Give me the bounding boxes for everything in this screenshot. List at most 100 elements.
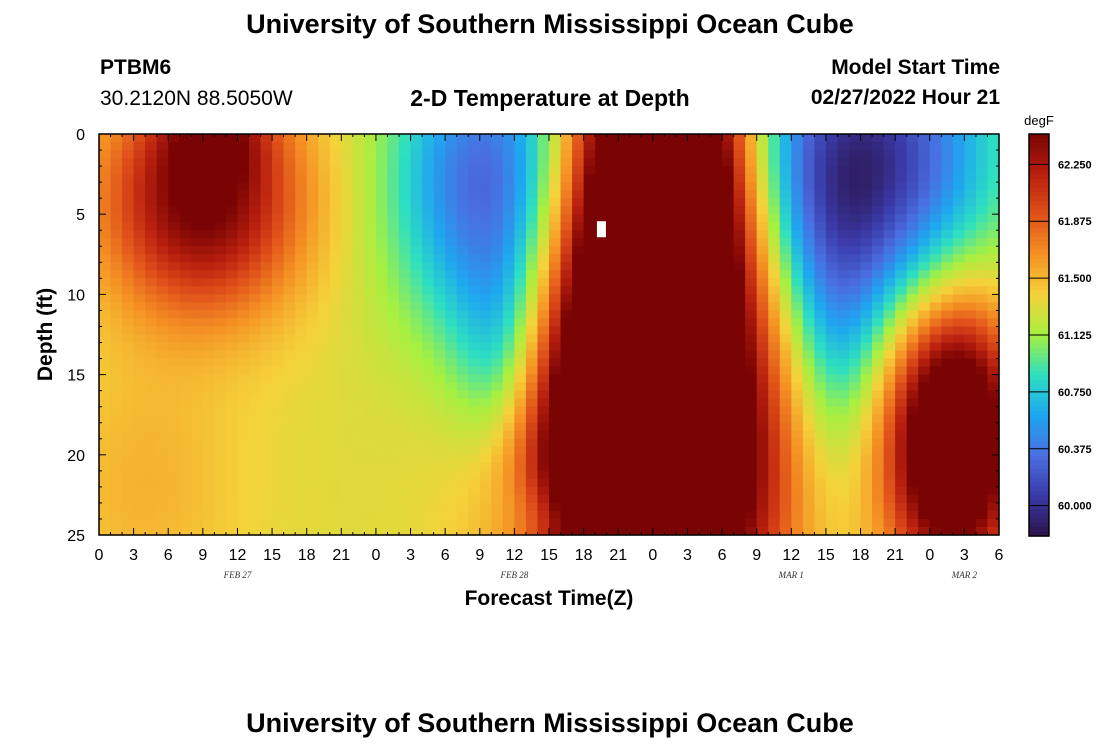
heatmap-cell xyxy=(572,430,585,440)
heatmap-cell xyxy=(99,222,112,231)
heatmap-cell xyxy=(952,294,965,304)
heatmap-cell xyxy=(733,422,746,432)
heatmap-cell xyxy=(629,502,642,512)
heatmap-cell xyxy=(964,526,977,536)
heatmap-cell xyxy=(295,342,308,352)
heatmap-cell xyxy=(595,382,608,392)
heatmap-cell xyxy=(514,142,527,151)
heatmap-cell xyxy=(110,494,123,504)
heatmap-cell xyxy=(595,390,608,400)
heatmap-cell xyxy=(572,318,585,328)
heatmap-cell xyxy=(375,526,389,536)
heatmap-cell xyxy=(295,262,308,271)
heatmap-cell xyxy=(341,238,354,247)
heatmap-cell xyxy=(883,414,896,424)
heatmap-cell xyxy=(964,302,977,312)
heatmap-cell xyxy=(502,430,515,440)
heatmap-cell xyxy=(283,158,296,167)
heatmap-cell xyxy=(872,134,885,143)
heatmap-cell xyxy=(975,230,989,239)
heatmap-cell xyxy=(260,182,273,191)
heatmap-cell xyxy=(214,406,227,416)
heatmap-cell xyxy=(156,326,169,336)
heatmap-cell xyxy=(191,246,204,255)
x-tick-label: 15 xyxy=(540,547,558,564)
heatmap-cell xyxy=(479,270,492,279)
heatmap-cell xyxy=(318,454,331,464)
heatmap-cell xyxy=(502,334,515,344)
heatmap-cell xyxy=(664,222,677,231)
heatmap-cell xyxy=(145,326,158,336)
heatmap-cell xyxy=(849,430,862,440)
heatmap-cell xyxy=(952,238,965,247)
heatmap-cell xyxy=(145,454,158,464)
y-tick-label: 25 xyxy=(67,528,85,545)
heatmap-cell xyxy=(99,150,112,159)
heatmap-cell xyxy=(375,390,389,400)
heatmap-cell xyxy=(825,278,839,287)
heatmap-cell xyxy=(802,334,815,344)
heatmap-cell xyxy=(525,286,539,295)
heatmap-cell xyxy=(975,310,989,320)
heatmap-cell xyxy=(687,286,700,295)
heatmap-cell xyxy=(491,166,504,175)
heatmap-cell xyxy=(410,166,423,175)
heatmap-cell xyxy=(179,254,192,263)
heatmap-cell xyxy=(814,478,827,488)
heatmap-cell xyxy=(583,430,596,440)
heatmap-cell xyxy=(618,478,631,488)
heatmap-cell xyxy=(399,398,412,408)
heatmap-cell xyxy=(537,430,550,440)
heatmap-cell xyxy=(179,326,192,336)
heatmap-cell xyxy=(606,278,619,287)
heatmap-cell xyxy=(537,150,550,159)
heatmap-cell xyxy=(987,430,1000,440)
heatmap-cell xyxy=(202,310,215,320)
colorbar-segment xyxy=(1029,482,1049,488)
heatmap-cell xyxy=(722,406,735,416)
heatmap-cell xyxy=(145,318,158,328)
heatmap-cell xyxy=(410,486,423,496)
heatmap-cell xyxy=(722,166,735,175)
heatmap-cell xyxy=(410,470,423,480)
heatmap-cell xyxy=(387,142,400,151)
colorbar-segment xyxy=(1029,321,1049,327)
heatmap-cell xyxy=(975,246,989,255)
heatmap-cell xyxy=(502,206,515,215)
heatmap-cell xyxy=(145,230,158,239)
heatmap-cell xyxy=(399,214,412,223)
heatmap-cell xyxy=(168,286,181,295)
heatmap-cell xyxy=(618,294,631,304)
heatmap-cell xyxy=(375,198,389,207)
heatmap-cell xyxy=(860,334,873,344)
heatmap-cell xyxy=(122,318,135,328)
heatmap-cell xyxy=(479,150,492,159)
heatmap-cell xyxy=(433,414,446,424)
heatmap-cell xyxy=(849,302,862,312)
heatmap-cell xyxy=(779,286,792,295)
heatmap-cell xyxy=(952,406,965,416)
heatmap-cell xyxy=(237,150,250,159)
heatmap-cell xyxy=(895,198,908,207)
colorbar-segment xyxy=(1029,495,1049,501)
heatmap-cell xyxy=(906,518,919,528)
heatmap-cell xyxy=(779,438,792,448)
heatmap-cell xyxy=(491,310,504,320)
heatmap-cell xyxy=(756,302,769,312)
heatmap-cell xyxy=(895,462,908,472)
heatmap-cell xyxy=(825,350,839,360)
heatmap-cell xyxy=(445,430,458,440)
heatmap-cell xyxy=(433,318,446,328)
heatmap-cell xyxy=(964,430,977,440)
heatmap-cell xyxy=(814,222,827,231)
colorbar-segment xyxy=(1029,134,1049,140)
heatmap-cell xyxy=(756,366,769,376)
heatmap-cell xyxy=(618,454,631,464)
heatmap-cell xyxy=(710,278,723,287)
heatmap-cell xyxy=(583,526,596,536)
heatmap-cell xyxy=(537,294,550,304)
heatmap-cell xyxy=(433,366,446,376)
heatmap-cell xyxy=(375,230,389,239)
heatmap-cell xyxy=(168,334,181,344)
heatmap-cell xyxy=(791,462,804,472)
